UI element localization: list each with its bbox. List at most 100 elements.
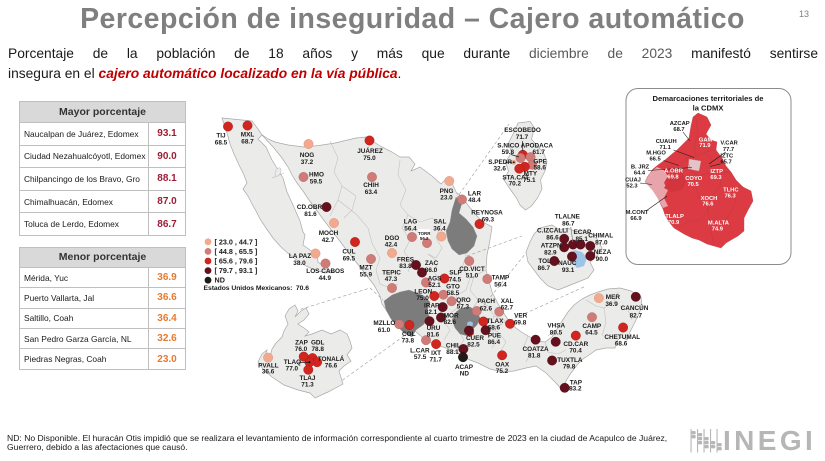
svg-text:XOCH: XOCH bbox=[701, 196, 718, 202]
svg-text:ZAP: ZAP bbox=[295, 339, 309, 346]
svg-text:70.5: 70.5 bbox=[687, 182, 699, 188]
svg-text:68.5: 68.5 bbox=[215, 139, 228, 146]
svg-text:70.2: 70.2 bbox=[509, 181, 522, 188]
svg-text:NAUC: NAUC bbox=[558, 260, 577, 267]
svg-text:ESCOBEDO: ESCOBEDO bbox=[504, 127, 541, 134]
svg-text:32.6: 32.6 bbox=[493, 166, 506, 173]
svg-text:76.0: 76.0 bbox=[295, 346, 308, 353]
svg-text:TLAQ: TLAQ bbox=[284, 359, 301, 366]
svg-text:la CDMX: la CDMX bbox=[693, 104, 724, 113]
svg-text:62.6: 62.6 bbox=[480, 305, 493, 312]
svg-text:REYNOSA: REYNOSA bbox=[471, 210, 503, 217]
svg-text:37.2: 37.2 bbox=[301, 159, 314, 166]
svg-text:S.NICO: S.NICO bbox=[497, 143, 519, 150]
svg-text:75.1: 75.1 bbox=[523, 177, 536, 184]
svg-text:23.0: 23.0 bbox=[440, 195, 453, 202]
svg-text:NOG: NOG bbox=[300, 152, 315, 159]
svg-text:LEON: LEON bbox=[414, 289, 432, 296]
svg-text:69.8: 69.8 bbox=[514, 319, 527, 326]
svg-text:38.0: 38.0 bbox=[293, 260, 306, 267]
svg-text:B. JRZ: B. JRZ bbox=[631, 164, 650, 170]
svg-text:64.4: 64.4 bbox=[634, 171, 646, 177]
svg-text:PVALL: PVALL bbox=[258, 362, 279, 369]
svg-text:MZT: MZT bbox=[359, 265, 372, 272]
svg-text:HMO: HMO bbox=[309, 172, 324, 179]
svg-text:C.IZCALLI: C.IZCALLI bbox=[537, 228, 568, 235]
svg-text:85.1: 85.1 bbox=[575, 236, 588, 243]
svg-text:GPE: GPE bbox=[533, 158, 547, 165]
svg-text:69.3: 69.3 bbox=[482, 216, 495, 223]
svg-text:76.3: 76.3 bbox=[724, 193, 736, 199]
svg-text:58.6: 58.6 bbox=[533, 165, 546, 172]
svg-text:CHIMAL: CHIMAL bbox=[588, 233, 613, 240]
svg-text:66.9: 66.9 bbox=[630, 216, 642, 222]
svg-text:74.5: 74.5 bbox=[449, 276, 462, 283]
svg-text:TOL: TOL bbox=[538, 258, 551, 265]
svg-text:CUAUH: CUAUH bbox=[656, 139, 677, 145]
svg-text:81.6: 81.6 bbox=[427, 332, 440, 339]
svg-text:57.3: 57.3 bbox=[457, 304, 470, 311]
svg-text:Demarcaciones territoriales de: Demarcaciones territoriales de bbox=[652, 94, 763, 103]
svg-text:JUÁREZ: JUÁREZ bbox=[357, 146, 383, 155]
svg-text:FRES: FRES bbox=[397, 256, 415, 263]
svg-text:TLALP: TLALP bbox=[665, 214, 684, 220]
svg-text:82.1: 82.1 bbox=[425, 309, 438, 316]
svg-text:55.9: 55.9 bbox=[360, 271, 373, 278]
svg-text:IZTP: IZTP bbox=[710, 169, 723, 175]
svg-text:47.3: 47.3 bbox=[385, 276, 398, 283]
svg-text:82.7: 82.7 bbox=[630, 312, 643, 319]
svg-text:44.9: 44.9 bbox=[319, 275, 332, 282]
svg-text:42.4: 42.4 bbox=[385, 242, 398, 249]
svg-text:TLAJ: TLAJ bbox=[300, 375, 316, 382]
svg-text:MER: MER bbox=[606, 294, 621, 301]
svg-text:TORR: TORR bbox=[418, 231, 431, 236]
svg-text:ATZPN: ATZPN bbox=[541, 242, 562, 249]
svg-text:36.9: 36.9 bbox=[605, 301, 618, 308]
svg-text:81.6: 81.6 bbox=[304, 211, 317, 218]
svg-text:71.3: 71.3 bbox=[301, 381, 314, 388]
svg-text:73.8: 73.8 bbox=[402, 338, 415, 345]
svg-text:61.0: 61.0 bbox=[378, 327, 391, 334]
svg-text:69.3: 69.3 bbox=[710, 175, 722, 181]
svg-text:CD.OBR: CD.OBR bbox=[297, 204, 323, 211]
svg-text:71.1: 71.1 bbox=[660, 145, 672, 151]
svg-text:52.1: 52.1 bbox=[428, 282, 441, 289]
svg-text:75.0: 75.0 bbox=[363, 155, 376, 162]
svg-text:90.0: 90.0 bbox=[596, 256, 609, 263]
svg-text:AGS: AGS bbox=[428, 276, 443, 283]
svg-text:52.3: 52.3 bbox=[626, 184, 638, 190]
svg-text:68.7: 68.7 bbox=[241, 138, 254, 145]
svg-text:77.7: 77.7 bbox=[723, 147, 734, 153]
svg-text:58.5: 58.5 bbox=[447, 290, 460, 297]
svg-text:INEGI: INEGI bbox=[723, 425, 816, 456]
svg-text:68.6: 68.6 bbox=[488, 324, 501, 331]
svg-text:69.8: 69.8 bbox=[667, 174, 679, 180]
svg-text:QRO: QRO bbox=[456, 297, 471, 304]
svg-text:TAP: TAP bbox=[570, 379, 583, 386]
svg-text:[ 79.7 , 93.1 ]: [ 79.7 , 93.1 ] bbox=[215, 266, 258, 275]
svg-text:GDL: GDL bbox=[311, 339, 325, 346]
svg-text:MZLLO: MZLLO bbox=[373, 320, 395, 327]
svg-text:CUL: CUL bbox=[342, 249, 355, 256]
svg-text:86.7: 86.7 bbox=[538, 265, 551, 272]
svg-text:71.9: 71.9 bbox=[699, 143, 711, 149]
svg-text:56.4: 56.4 bbox=[494, 281, 507, 288]
svg-text:70.9: 70.9 bbox=[668, 220, 680, 226]
svg-text:57.5: 57.5 bbox=[414, 354, 427, 361]
svg-text:PACH: PACH bbox=[477, 298, 495, 305]
svg-text:ND: ND bbox=[460, 371, 470, 378]
svg-text:88.1: 88.1 bbox=[446, 349, 459, 356]
svg-text:Estados Unidos Mexicanos: 70.: Estados Unidos Mexicanos: 70.6 bbox=[204, 285, 310, 292]
svg-text:ZAC: ZAC bbox=[425, 260, 439, 267]
svg-text:48.4: 48.4 bbox=[468, 197, 481, 204]
svg-text:CUAJ: CUAJ bbox=[625, 178, 641, 184]
svg-text:MOCH: MOCH bbox=[319, 230, 339, 237]
svg-text:CUER: CUER bbox=[466, 335, 484, 342]
svg-text:OAX: OAX bbox=[495, 361, 510, 368]
svg-text:59.8: 59.8 bbox=[502, 149, 515, 156]
svg-text:MXL: MXL bbox=[241, 132, 255, 139]
svg-text:COL: COL bbox=[402, 331, 416, 338]
svg-text:ACAP: ACAP bbox=[455, 364, 474, 371]
svg-text:74.9: 74.9 bbox=[712, 227, 724, 233]
svg-text:XAL: XAL bbox=[501, 298, 514, 305]
